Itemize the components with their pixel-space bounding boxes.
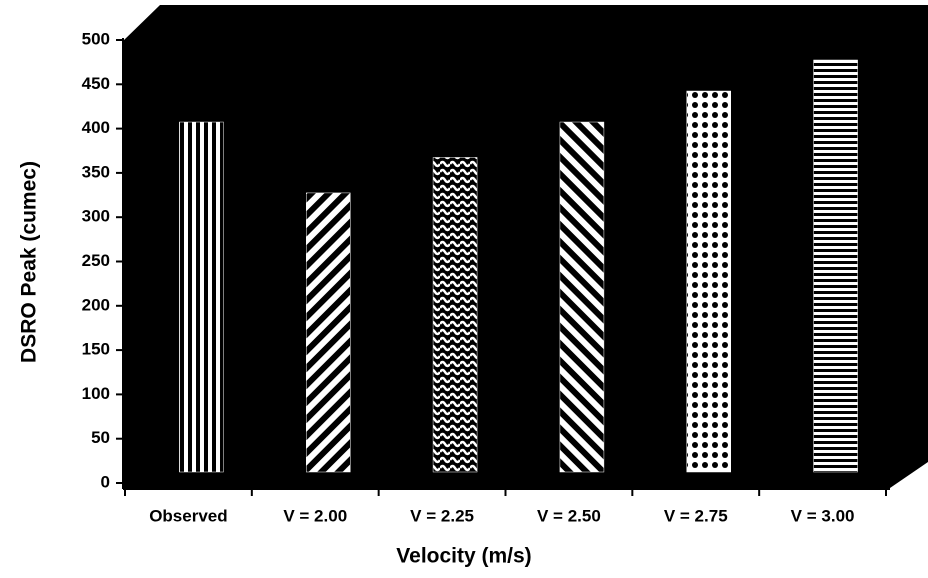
x-tick-label: Observed	[149, 506, 227, 525]
y-tick-label: 400	[82, 118, 110, 137]
bar	[179, 121, 224, 473]
x-tick-label: V = 2.50	[537, 506, 601, 525]
y-tick-label: 50	[91, 428, 110, 447]
bar	[432, 157, 478, 473]
bar	[813, 59, 858, 473]
y-tick-label: 150	[82, 340, 110, 359]
x-axis-title: Velocity (m/s)	[396, 545, 531, 568]
bar	[686, 90, 731, 473]
y-tick-label: 100	[82, 384, 110, 403]
y-tick-label: 0	[101, 472, 110, 491]
bar	[306, 192, 351, 473]
y-tick-label: 450	[82, 74, 110, 93]
y-tick-label: 200	[82, 295, 110, 314]
y-axis-title: DSRO Peak (cumec)	[18, 161, 41, 363]
x-tick-label: V = 2.00	[283, 506, 347, 525]
y-tick-label: 300	[82, 207, 110, 226]
x-tick-label: V = 3.00	[791, 506, 855, 525]
y-tick-label: 350	[82, 162, 110, 181]
x-tick-label: V = 2.75	[664, 506, 728, 525]
y-tick-label: 500	[82, 29, 110, 48]
y-tick-label: 250	[82, 251, 110, 270]
plot-area	[124, 5, 928, 488]
x-tick-label: V = 2.25	[410, 506, 474, 525]
bar	[559, 121, 605, 473]
